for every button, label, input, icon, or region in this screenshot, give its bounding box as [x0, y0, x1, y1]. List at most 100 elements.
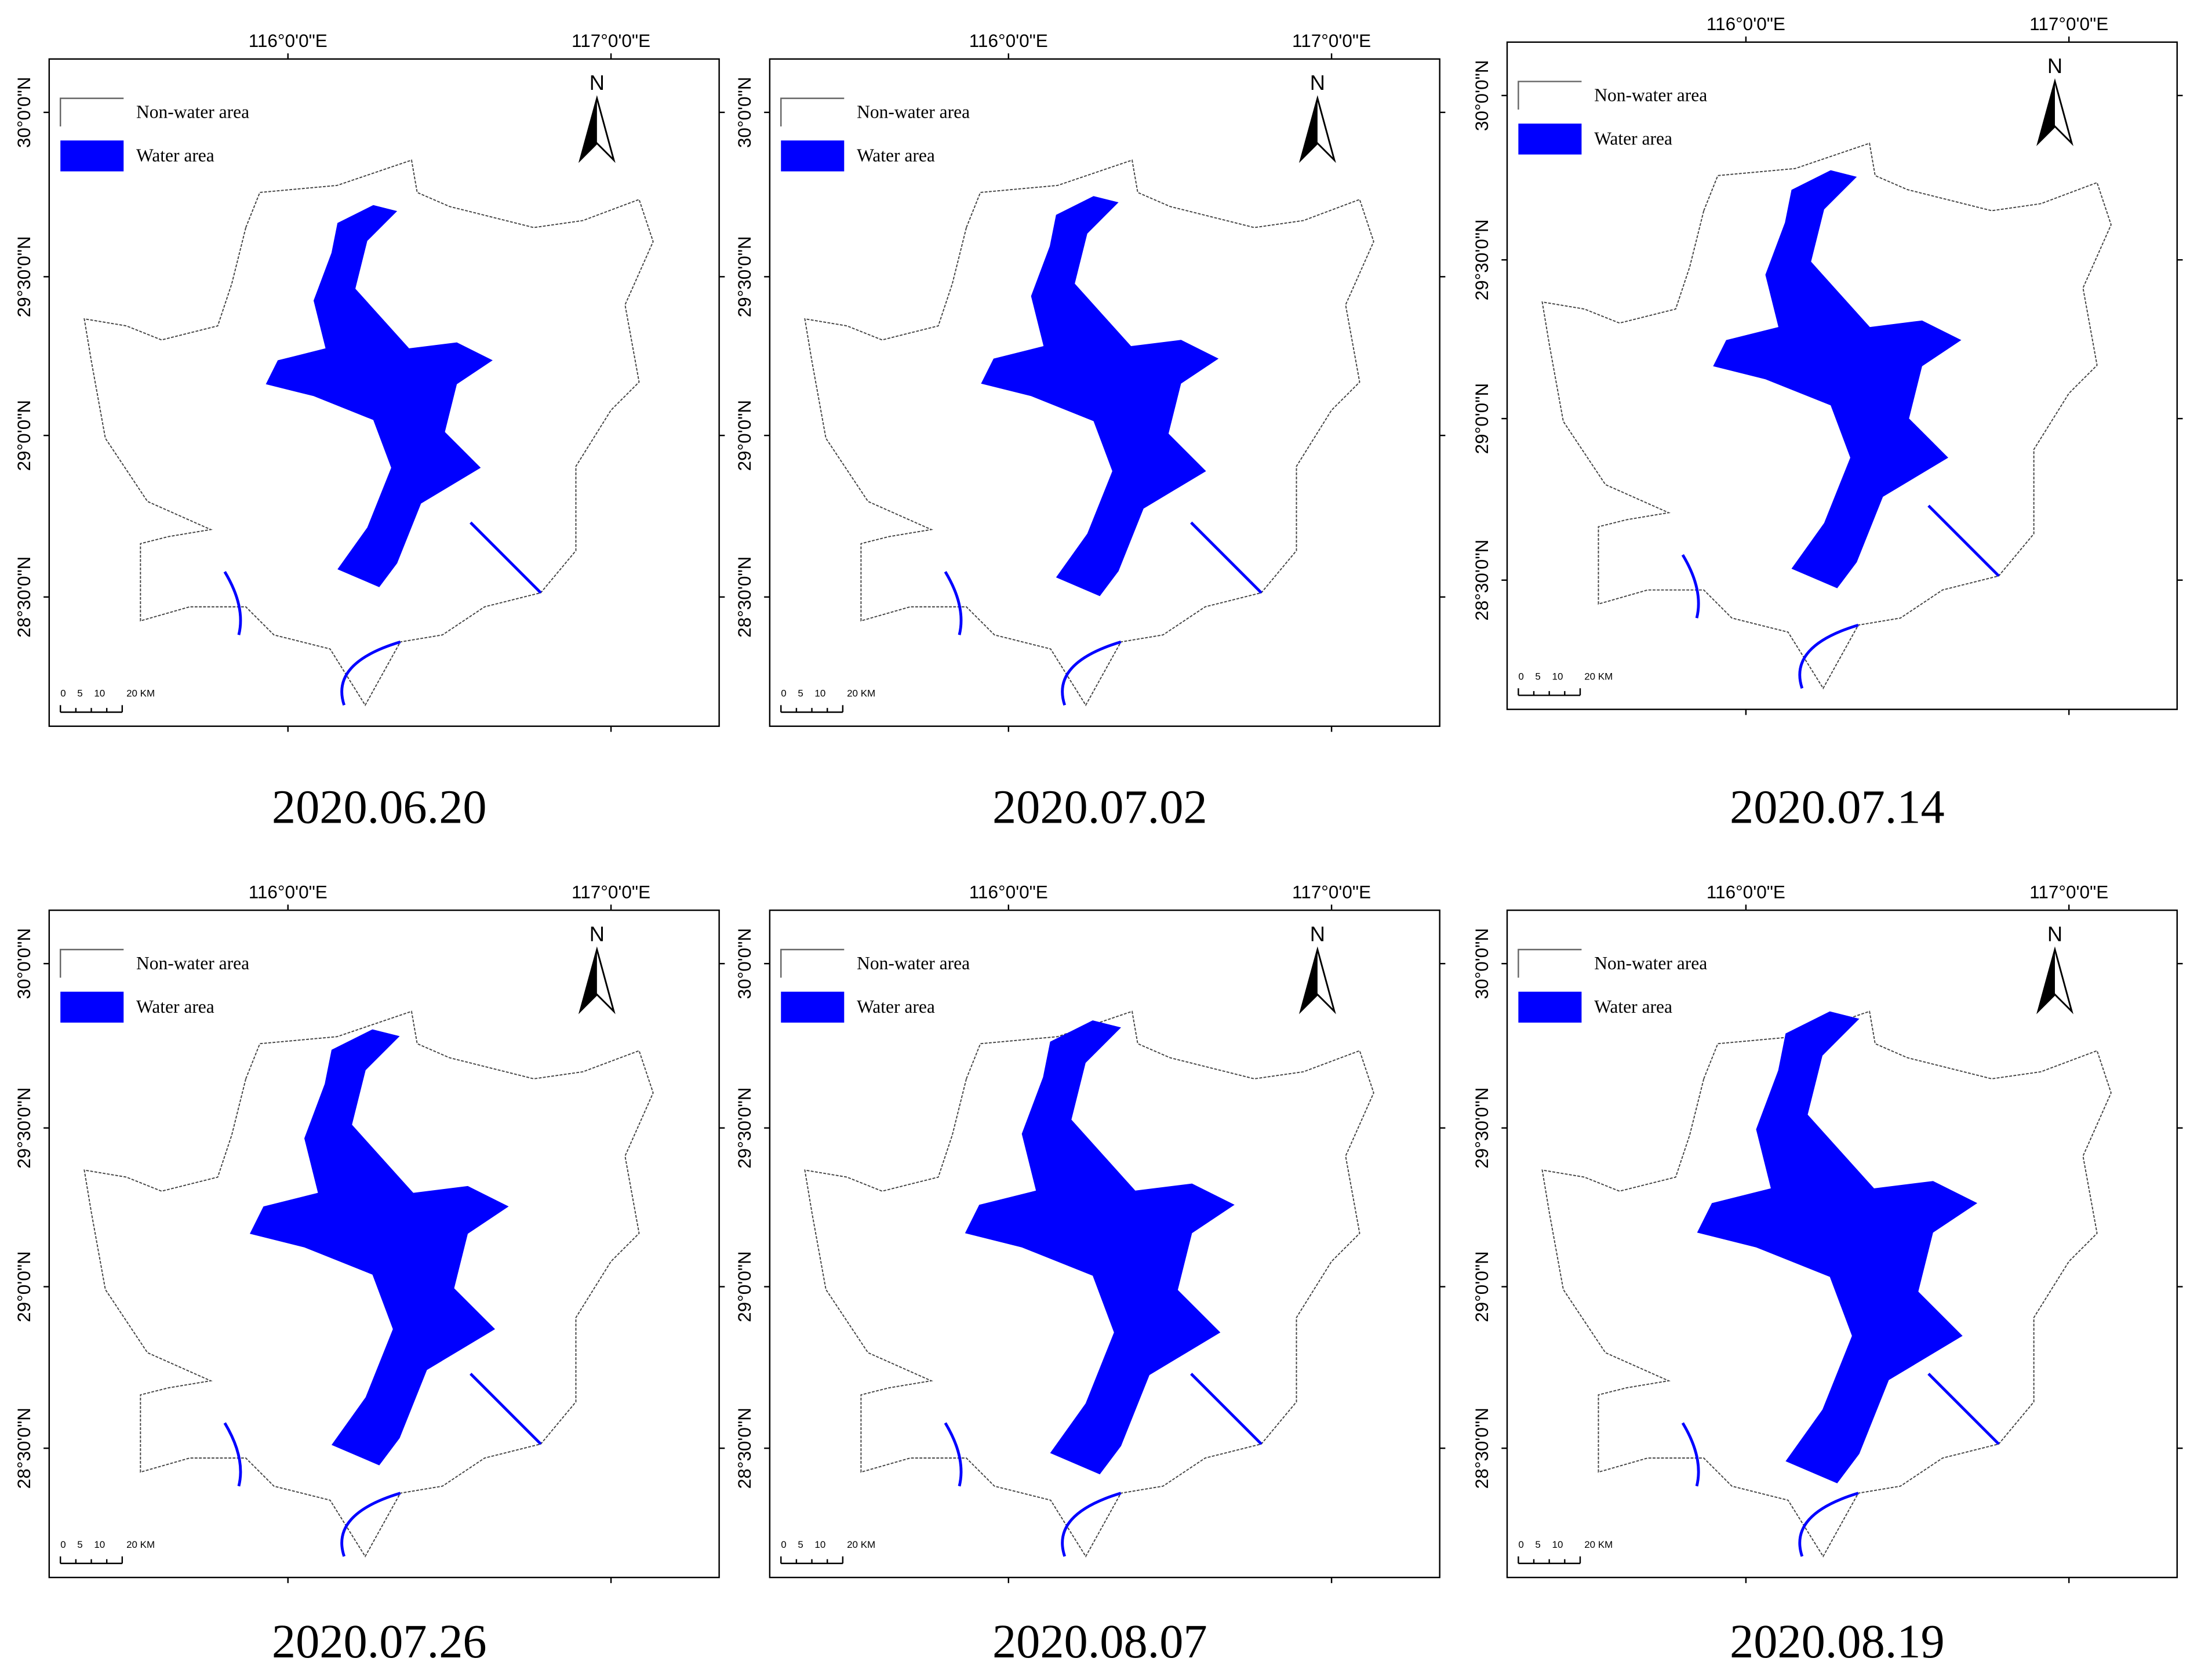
water-body: [1713, 170, 1962, 588]
scale-label: 20 KM: [847, 1539, 875, 1550]
lat-label: 29°0'0"N: [734, 1251, 755, 1322]
legend-label: Water area: [857, 997, 935, 1017]
lat-label: 29°0'0"N: [13, 1251, 34, 1322]
river: [944, 521, 1263, 706]
panel-date: 2020.06.20: [272, 780, 487, 833]
legend-water-symbol: [60, 991, 124, 1023]
lon-label: 116°0'0"E: [1707, 13, 1785, 34]
lon-label: 116°0'0"E: [969, 30, 1048, 51]
scale-label: 5: [1535, 1539, 1540, 1550]
legend-label: Water area: [857, 146, 935, 166]
panel-date: 2020.07.14: [1730, 780, 1945, 833]
lat-label: 28°30'0"N: [1471, 1408, 1492, 1489]
lon-label: 116°0'0"E: [1707, 881, 1785, 902]
legend-label: Non-water area: [136, 953, 249, 973]
lat-label: 30°0'0"N: [13, 928, 34, 999]
north-label: N: [1310, 922, 1325, 946]
north-label: N: [2047, 922, 2062, 946]
lat-label: 29°0'0"N: [1471, 383, 1492, 454]
scale-label: 10: [814, 688, 825, 699]
water-body: [981, 196, 1219, 597]
scale-bar: [59, 705, 123, 713]
legend-label: Non-water area: [136, 102, 249, 122]
legend-nonwater-symbol: [780, 97, 845, 127]
legend-water-symbol: [781, 140, 845, 172]
scale-label: 5: [77, 688, 82, 699]
north-label: N: [590, 922, 605, 946]
north-arrow-half: [1300, 950, 1318, 1012]
river: [223, 1373, 542, 1557]
scale-label: 10: [94, 1539, 105, 1550]
north-label: N: [1310, 71, 1325, 94]
legend-label: Non-water area: [857, 102, 970, 122]
lat-label: 29°30'0"N: [13, 1088, 34, 1169]
north-arrow-half: [2038, 950, 2055, 1012]
lat-label: 30°0'0"N: [734, 77, 755, 148]
water-body: [265, 205, 493, 587]
scale-bar: [1518, 1556, 1581, 1565]
legend-water-symbol: [1518, 991, 1582, 1023]
lat-label: 30°0'0"N: [1471, 60, 1492, 131]
legend-nonwater-symbol: [59, 948, 124, 978]
legend-label: Water area: [1594, 129, 1672, 149]
scale-label: 5: [798, 1539, 803, 1550]
legend-nonwater-symbol: [1518, 948, 1582, 978]
lat-label: 30°0'0"N: [13, 77, 34, 148]
lat-label: 28°30'0"N: [734, 1408, 755, 1489]
lat-label: 29°30'0"N: [734, 1088, 755, 1169]
legend-label: Water area: [136, 997, 214, 1017]
scale-bar: [1518, 688, 1581, 696]
lon-label: 117°0'0"E: [1292, 881, 1371, 902]
river: [223, 521, 542, 706]
panel-date: 2020.08.07: [992, 1615, 1207, 1668]
scale-label: 5: [798, 688, 803, 699]
lat-label: 29°0'0"N: [13, 400, 34, 471]
lat-label: 28°30'0"N: [13, 1408, 34, 1489]
scale-bar: [780, 705, 844, 713]
scale-label: 10: [1552, 1539, 1563, 1550]
scale-label: 5: [77, 1539, 82, 1550]
scale-label: 20 KM: [1584, 1539, 1613, 1550]
lat-label: 29°30'0"N: [1471, 219, 1492, 300]
legend-label: Water area: [136, 146, 214, 166]
scale-bar: [780, 1556, 844, 1565]
scale-label: 0: [781, 1539, 786, 1550]
scale-label: 10: [1552, 671, 1563, 682]
legend-label: Non-water area: [1594, 85, 1707, 105]
lon-label: 117°0'0"E: [2029, 13, 2108, 34]
lon-label: 116°0'0"E: [249, 881, 328, 902]
legend-label: Water area: [1594, 997, 1672, 1017]
lon-label: 117°0'0"E: [572, 30, 650, 51]
lat-label: 28°30'0"N: [1471, 540, 1492, 621]
lat-label: 30°0'0"N: [1471, 928, 1492, 999]
scale-label: 5: [1535, 671, 1540, 682]
lon-label: 116°0'0"E: [249, 30, 328, 51]
scale-label: 20 KM: [1584, 671, 1613, 682]
legend-water-symbol: [60, 140, 124, 172]
legend-nonwater-symbol: [1518, 81, 1582, 110]
lon-label: 117°0'0"E: [572, 881, 650, 902]
north-label: N: [590, 71, 605, 94]
lat-label: 29°0'0"N: [1471, 1251, 1492, 1322]
scale-label: 0: [60, 1539, 66, 1550]
river: [944, 1373, 1263, 1557]
scale-label: 20 KM: [126, 1539, 155, 1550]
lat-label: 30°0'0"N: [734, 928, 755, 999]
lat-label: 29°30'0"N: [1471, 1088, 1492, 1169]
legend-label: Non-water area: [1594, 953, 1707, 973]
north-arrow-half: [2038, 81, 2055, 144]
lat-label: 28°30'0"N: [13, 557, 34, 638]
north-arrow-half: [580, 98, 597, 161]
panel-date: 2020.07.02: [992, 780, 1207, 833]
lon-label: 117°0'0"E: [2029, 881, 2108, 902]
river: [1681, 1373, 2000, 1557]
north-arrow-half: [1300, 98, 1318, 161]
scale-label: 10: [94, 688, 105, 699]
legend-water-symbol: [781, 991, 845, 1023]
scale-label: 0: [60, 688, 66, 699]
